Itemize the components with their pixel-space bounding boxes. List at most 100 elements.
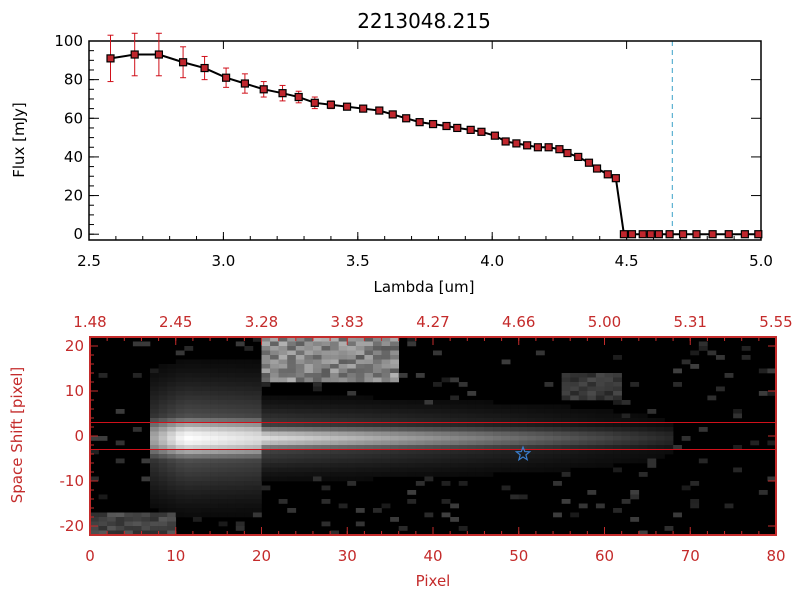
spectral-image-pixel: [433, 409, 442, 414]
spectral-image-pixel: [458, 449, 468, 455]
spectral-image-pixel: [227, 485, 237, 491]
spectral-image-pixel: [261, 445, 271, 450]
spectral-image-pixel: [355, 355, 365, 360]
spectral-image-pixel: [175, 485, 185, 491]
spectral-image-pixel: [578, 458, 588, 464]
spectral-image-pixel: [398, 427, 408, 432]
spectral-image-pixel: [184, 467, 194, 473]
spectral-image-pixel: [210, 458, 219, 464]
spectral-image-pixel: [355, 508, 365, 513]
spectral-image-pixel: [330, 364, 339, 369]
spectral-image-pixel: [227, 445, 237, 450]
spectral-image-pixel: [192, 472, 202, 477]
spectral-image-pixel: [158, 364, 168, 369]
spectral-image-pixel: [184, 440, 194, 446]
spectral-image-pixel: [278, 413, 288, 419]
spectral-image-pixel: [150, 512, 159, 518]
spectral-image-pixel: [235, 377, 245, 383]
spectral-image-pixel: [218, 427, 228, 432]
spectral-image-pixel: [347, 476, 357, 482]
spectral-image-pixel: [518, 422, 528, 428]
spectral-image-pixel: [570, 449, 580, 455]
spectral-image-pixel: [372, 472, 382, 477]
spectral-image-pixel: [338, 350, 348, 356]
spectral-image-pixel: [192, 463, 202, 468]
spectral-image-pixel: [613, 431, 622, 437]
spectral-image-pixel: [407, 409, 417, 414]
spectrum-point: [490, 131, 499, 140]
spectral-image-pixel: [244, 368, 254, 374]
spectral-image-pixel: [433, 472, 442, 477]
spectral-image-pixel: [201, 485, 211, 491]
spectral-image-pixel: [321, 454, 331, 459]
spectral-image-pixel: [201, 512, 211, 518]
spectral-image-pixel: [287, 355, 297, 360]
spectral-image-pixel: [175, 391, 185, 396]
spectral-image-pixel: [595, 386, 605, 392]
spectral-image-pixel: [561, 413, 571, 419]
spectral-image-pixel: [90, 517, 99, 522]
spectrum-point: [544, 143, 553, 152]
spectral-image-pixel: [227, 467, 237, 473]
spectral-image-pixel: [312, 476, 322, 482]
spectral-image-pixel: [261, 413, 271, 419]
spectral-image-overlays: [90, 422, 776, 462]
spectral-image-pixel: [321, 409, 331, 414]
spectral-image-pixel: [493, 422, 502, 428]
spectral-image-pixel: [150, 485, 159, 491]
spectral-image-pixel: [561, 454, 571, 459]
spectrum-point: [278, 89, 287, 98]
spectral-image-x-tick-label: 50: [509, 547, 528, 565]
spectral-image-pixel: [415, 449, 425, 455]
spectral-image-pixel: [364, 449, 374, 455]
spectral-image-pixel: [578, 422, 588, 428]
spectral-image-pixel: [201, 404, 211, 410]
spectrum-point: [130, 50, 139, 59]
spectral-image-pixel: [621, 436, 631, 441]
spectral-image-pixel: [501, 413, 511, 419]
spectral-image-pixel: [227, 382, 237, 387]
spectral-image-pixel: [312, 454, 322, 459]
spectral-image-pixel: [201, 431, 211, 437]
spectral-image-pixel: [252, 481, 262, 486]
spectral-image-pixel: [227, 472, 237, 477]
spectral-image-pixel: [415, 404, 425, 410]
spectral-image-pixel: [578, 391, 588, 396]
spectral-image-pixel: [192, 508, 202, 513]
spectral-image-pixel: [287, 341, 297, 347]
spectral-image-pixel: [407, 436, 417, 441]
spectrum-point: [724, 230, 733, 239]
spectral-image-pixel: [184, 503, 194, 509]
spectral-image-pixel: [270, 346, 279, 351]
spectral-image-x-tick-label: 30: [338, 547, 357, 565]
spectral-image-pixel: [407, 490, 417, 495]
spectral-image-pixel: [535, 454, 545, 459]
spectral-image-pixel: [450, 395, 460, 401]
spectral-image-pixel: [158, 386, 168, 392]
spectrum-point: [533, 143, 542, 152]
spectral-image-pixel: [381, 454, 391, 459]
spectral-image-pixel: [244, 404, 254, 410]
spectral-image-pixel: [587, 413, 597, 419]
spectral-image-pixel: [630, 449, 640, 455]
spectral-image-pixel: [252, 485, 262, 491]
spectral-image-pixel: [347, 346, 357, 351]
spectral-image-pixel: [518, 418, 528, 423]
spectral-image-pixel: [321, 418, 331, 423]
spectral-image-pixel: [561, 440, 571, 446]
spectral-image-pixel: [175, 395, 185, 401]
spectral-image-pixel: [244, 400, 254, 405]
spectral-image-pixel: [278, 449, 288, 455]
spectral-image-pixel: [330, 337, 339, 342]
spectral-image-pixel: [270, 454, 279, 459]
spectral-image-pixel: [381, 463, 391, 468]
spectral-image-pixel: [167, 364, 177, 369]
spectral-image-pixel: [330, 422, 339, 428]
spectral-image-pixel: [364, 337, 374, 342]
spectral-image-pixel: [330, 359, 339, 365]
spectral-image-pixel: [175, 445, 185, 450]
spectral-image-pixel: [201, 395, 211, 401]
spectral-image-pixel: [535, 409, 545, 414]
spectral-image-pixel: [475, 463, 485, 468]
spectral-image-pixel: [604, 449, 614, 455]
